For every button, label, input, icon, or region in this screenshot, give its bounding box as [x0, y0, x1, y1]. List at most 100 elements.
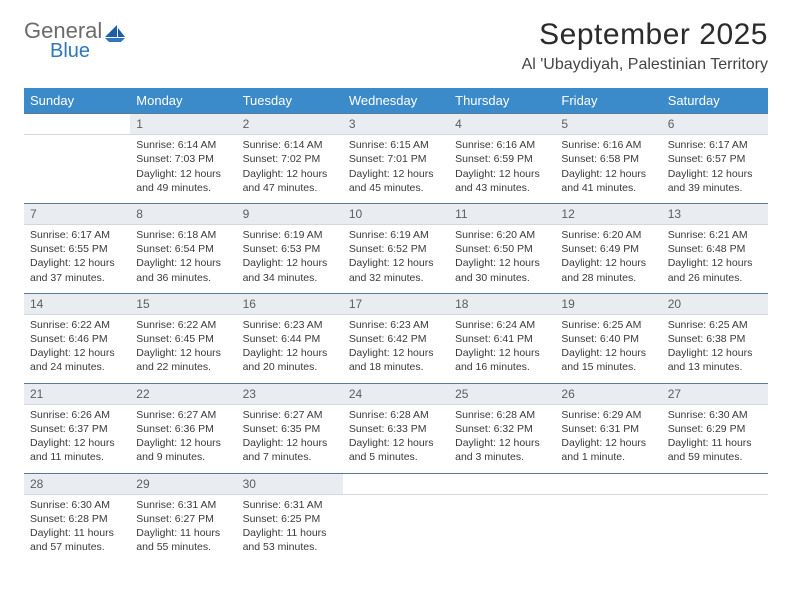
day-number-cell: 3	[343, 114, 449, 135]
detail-row: Sunrise: 6:17 AMSunset: 6:55 PMDaylight:…	[24, 225, 768, 294]
day-number-cell: 20	[662, 293, 768, 314]
daylight-text-2: and 9 minutes.	[136, 450, 230, 464]
daynum-row: 21222324252627	[24, 383, 768, 404]
location-subtitle: Al 'Ubaydiyah, Palestinian Territory	[522, 56, 768, 74]
daylight-text-1: Daylight: 12 hours	[243, 256, 337, 270]
dow-header: Sunday	[24, 88, 130, 114]
daylight-text-1: Daylight: 12 hours	[668, 256, 762, 270]
sunrise-text: Sunrise: 6:30 AM	[668, 408, 762, 422]
sunset-text: Sunset: 6:42 PM	[349, 332, 443, 346]
day-number-cell: 30	[237, 473, 343, 494]
day-number-cell: 12	[555, 203, 661, 224]
day-detail-cell: Sunrise: 6:16 AMSunset: 6:58 PMDaylight:…	[555, 135, 661, 204]
detail-row: Sunrise: 6:30 AMSunset: 6:28 PMDaylight:…	[24, 494, 768, 562]
daylight-text-2: and 43 minutes.	[455, 181, 549, 195]
sunrise-text: Sunrise: 6:17 AM	[668, 138, 762, 152]
day-detail-cell: Sunrise: 6:30 AMSunset: 6:28 PMDaylight:…	[24, 494, 130, 562]
sunset-text: Sunset: 7:02 PM	[243, 152, 337, 166]
title-block: September 2025 Al 'Ubaydiyah, Palestinia…	[522, 18, 768, 74]
logo-sail-icon	[104, 23, 126, 43]
day-detail-cell: Sunrise: 6:17 AMSunset: 6:57 PMDaylight:…	[662, 135, 768, 204]
daylight-text-2: and 30 minutes.	[455, 271, 549, 285]
day-number-cell: 11	[449, 203, 555, 224]
sunrise-text: Sunrise: 6:19 AM	[243, 228, 337, 242]
sunrise-text: Sunrise: 6:18 AM	[136, 228, 230, 242]
sunset-text: Sunset: 6:55 PM	[30, 242, 124, 256]
daylight-text-1: Daylight: 12 hours	[349, 256, 443, 270]
daylight-text-2: and 39 minutes.	[668, 181, 762, 195]
day-detail-cell: Sunrise: 6:25 AMSunset: 6:40 PMDaylight:…	[555, 314, 661, 383]
daylight-text-1: Daylight: 12 hours	[561, 436, 655, 450]
sunset-text: Sunset: 6:31 PM	[561, 422, 655, 436]
daylight-text-1: Daylight: 12 hours	[561, 167, 655, 181]
day-number-cell: 15	[130, 293, 236, 314]
sunrise-text: Sunrise: 6:22 AM	[136, 318, 230, 332]
day-number-cell: 8	[130, 203, 236, 224]
sunset-text: Sunset: 6:37 PM	[30, 422, 124, 436]
sunset-text: Sunset: 6:29 PM	[668, 422, 762, 436]
sunrise-text: Sunrise: 6:14 AM	[136, 138, 230, 152]
daylight-text-1: Daylight: 12 hours	[243, 436, 337, 450]
sunset-text: Sunset: 6:49 PM	[561, 242, 655, 256]
day-detail-cell	[24, 135, 130, 204]
daylight-text-2: and 18 minutes.	[349, 360, 443, 374]
daylight-text-2: and 13 minutes.	[668, 360, 762, 374]
day-detail-cell	[662, 494, 768, 562]
sunrise-text: Sunrise: 6:19 AM	[349, 228, 443, 242]
sunset-text: Sunset: 6:46 PM	[30, 332, 124, 346]
daylight-text-1: Daylight: 12 hours	[561, 346, 655, 360]
day-detail-cell: Sunrise: 6:15 AMSunset: 7:01 PMDaylight:…	[343, 135, 449, 204]
daylight-text-1: Daylight: 11 hours	[668, 436, 762, 450]
day-detail-cell: Sunrise: 6:22 AMSunset: 6:45 PMDaylight:…	[130, 314, 236, 383]
dow-header: Friday	[555, 88, 661, 114]
daylight-text-1: Daylight: 12 hours	[455, 256, 549, 270]
sunrise-text: Sunrise: 6:23 AM	[349, 318, 443, 332]
day-detail-cell: Sunrise: 6:19 AMSunset: 6:52 PMDaylight:…	[343, 225, 449, 294]
day-detail-cell: Sunrise: 6:19 AMSunset: 6:53 PMDaylight:…	[237, 225, 343, 294]
day-detail-cell: Sunrise: 6:26 AMSunset: 6:37 PMDaylight:…	[24, 404, 130, 473]
daylight-text-2: and 7 minutes.	[243, 450, 337, 464]
daynum-row: 123456	[24, 114, 768, 135]
day-detail-cell: Sunrise: 6:20 AMSunset: 6:50 PMDaylight:…	[449, 225, 555, 294]
sunrise-text: Sunrise: 6:29 AM	[561, 408, 655, 422]
day-detail-cell: Sunrise: 6:22 AMSunset: 6:46 PMDaylight:…	[24, 314, 130, 383]
day-number-cell: 21	[24, 383, 130, 404]
daylight-text-1: Daylight: 12 hours	[349, 167, 443, 181]
sunset-text: Sunset: 6:41 PM	[455, 332, 549, 346]
daylight-text-2: and 36 minutes.	[136, 271, 230, 285]
sunrise-text: Sunrise: 6:20 AM	[455, 228, 549, 242]
day-number-cell: 16	[237, 293, 343, 314]
sunset-text: Sunset: 6:36 PM	[136, 422, 230, 436]
sunrise-text: Sunrise: 6:28 AM	[455, 408, 549, 422]
daylight-text-1: Daylight: 12 hours	[349, 436, 443, 450]
day-number-cell: 6	[662, 114, 768, 135]
day-detail-cell: Sunrise: 6:18 AMSunset: 6:54 PMDaylight:…	[130, 225, 236, 294]
dow-header: Thursday	[449, 88, 555, 114]
day-number-cell	[449, 473, 555, 494]
daylight-text-2: and 20 minutes.	[243, 360, 337, 374]
daylight-text-2: and 57 minutes.	[30, 540, 124, 554]
daylight-text-1: Daylight: 12 hours	[30, 436, 124, 450]
day-detail-cell: Sunrise: 6:27 AMSunset: 6:36 PMDaylight:…	[130, 404, 236, 473]
sunrise-text: Sunrise: 6:28 AM	[349, 408, 443, 422]
sunset-text: Sunset: 7:03 PM	[136, 152, 230, 166]
day-detail-cell: Sunrise: 6:23 AMSunset: 6:42 PMDaylight:…	[343, 314, 449, 383]
sunset-text: Sunset: 6:33 PM	[349, 422, 443, 436]
dow-header-row: Sunday Monday Tuesday Wednesday Thursday…	[24, 88, 768, 114]
sunset-text: Sunset: 6:58 PM	[561, 152, 655, 166]
sunset-text: Sunset: 6:35 PM	[243, 422, 337, 436]
day-detail-cell: Sunrise: 6:25 AMSunset: 6:38 PMDaylight:…	[662, 314, 768, 383]
day-number-cell: 19	[555, 293, 661, 314]
daynum-row: 282930	[24, 473, 768, 494]
calendar-table: Sunday Monday Tuesday Wednesday Thursday…	[24, 88, 768, 562]
day-detail-cell: Sunrise: 6:14 AMSunset: 7:02 PMDaylight:…	[237, 135, 343, 204]
sunrise-text: Sunrise: 6:15 AM	[349, 138, 443, 152]
daylight-text-1: Daylight: 12 hours	[349, 346, 443, 360]
sunset-text: Sunset: 6:28 PM	[30, 512, 124, 526]
day-detail-cell: Sunrise: 6:27 AMSunset: 6:35 PMDaylight:…	[237, 404, 343, 473]
daylight-text-2: and 3 minutes.	[455, 450, 549, 464]
daylight-text-2: and 5 minutes.	[349, 450, 443, 464]
day-number-cell: 29	[130, 473, 236, 494]
dow-header: Wednesday	[343, 88, 449, 114]
day-detail-cell: Sunrise: 6:31 AMSunset: 6:27 PMDaylight:…	[130, 494, 236, 562]
